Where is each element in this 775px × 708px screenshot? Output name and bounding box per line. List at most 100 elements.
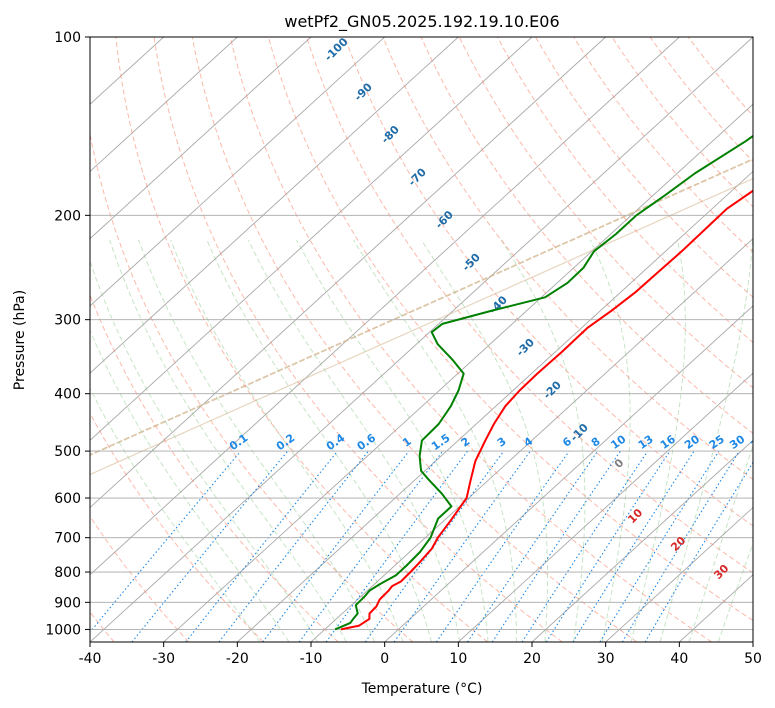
isotherm-line — [90, 37, 312, 240]
x-tick-label: -20 — [226, 651, 249, 667]
moist-adiabat-line — [247, 239, 461, 642]
y-tick-label: 200 — [54, 208, 81, 224]
y-tick-label: 600 — [54, 491, 81, 507]
y-tick-label: 100 — [54, 30, 81, 46]
plot-frame — [89, 36, 754, 643]
y-tick-label: 800 — [54, 565, 81, 581]
dry-adiabat-label: -40 — [487, 293, 510, 316]
dry-adiabat-line — [268, 37, 753, 622]
isotherm-line — [90, 37, 533, 441]
pressure-gridlines — [90, 37, 753, 630]
dry-adiabat-label: -50 — [460, 251, 483, 274]
dry-adiabat-label: 20 — [668, 534, 688, 554]
mixing-ratio-label: 8 — [589, 435, 603, 450]
mixing-ratio-label: 36 — [748, 432, 768, 452]
x-axis-label: Temperature (°C) — [361, 681, 483, 697]
mixing-ratio-line — [262, 450, 410, 642]
mixing-ratio-line — [131, 450, 289, 642]
isotherm-line — [605, 506, 753, 642]
moist-adiabat-line — [688, 444, 753, 642]
dry-adiabat-label: -90 — [352, 80, 375, 103]
x-tick-label: 40 — [670, 651, 688, 667]
y-tick-label: 1000 — [45, 622, 81, 638]
dry-adiabat-label: -10 — [568, 421, 591, 444]
mixing-ratio-label: 30 — [727, 432, 747, 452]
mixing-ratio-label: 0.1 — [227, 431, 250, 453]
dry-adiabat-label: -30 — [514, 336, 537, 359]
curved-reference-lines — [90, 158, 753, 476]
dry-adiabat-line — [535, 37, 753, 298]
y-axis-label: Pressure (hPa) — [12, 290, 28, 390]
x-tick-label: -30 — [152, 651, 175, 667]
x-tick-label: -40 — [79, 651, 102, 667]
dry-adiabat-line — [90, 131, 414, 642]
mixing-ratio-label: 0.4 — [324, 431, 348, 453]
moist-adiabat-line — [90, 328, 290, 642]
y-tick-label: 700 — [54, 531, 81, 547]
mixing-ratio-line — [218, 450, 369, 642]
curved-reference-line — [90, 178, 753, 476]
moist-adiabat-line — [630, 239, 686, 642]
dry-adiabat-label: -100 — [322, 35, 351, 64]
isotherm-line — [90, 37, 753, 642]
mixing-ratio-label: 2 — [459, 435, 473, 450]
dry-adiabat-label: 40 — [755, 590, 775, 610]
x-axis-ticks: -40 -30 -20 -10 0 10 20 30 40 50 — [79, 642, 762, 667]
isotherm-line — [752, 641, 753, 642]
mixing-ratio-label: 25 — [707, 432, 727, 451]
dry-adiabat-line — [306, 37, 753, 574]
moist-adiabat-line — [90, 387, 261, 642]
isotherm-line — [384, 305, 753, 642]
y-tick-label: 500 — [54, 444, 81, 460]
mixing-ratio-line — [467, 450, 599, 642]
x-tick-label: 10 — [449, 651, 467, 667]
mixing-ratio-line — [185, 450, 339, 642]
mixing-ratio-label: 0.2 — [274, 431, 297, 453]
isotherm-line — [237, 170, 753, 642]
y-axis-ticks: 1000 900 800 700 600 500 400 300 200 100 — [45, 30, 90, 638]
mixing-ratio-line — [435, 450, 570, 642]
isotherm-line — [458, 372, 753, 642]
mixing-ratio-lines — [90, 450, 753, 642]
profile-series — [334, 134, 753, 631]
mixing-ratio-line — [393, 450, 531, 642]
curved-reference-line — [90, 158, 753, 457]
chart-title: wetPf2_GN05.2025.192.19.10.E06 — [284, 12, 559, 32]
dry-adiabat-label: -80 — [379, 123, 402, 146]
x-tick-label: 30 — [597, 651, 615, 667]
moist-adiabat-line — [296, 239, 489, 642]
isotherm-line — [90, 37, 238, 173]
mixing-ratio-label: 13 — [636, 433, 656, 452]
moist-adiabat-line — [90, 259, 319, 642]
x-tick-label: 20 — [523, 651, 541, 667]
y-tick-label: 900 — [54, 595, 81, 611]
dry-adiabat-line — [115, 37, 488, 642]
dry-adiabat-line — [420, 37, 753, 435]
profile-line — [340, 189, 753, 631]
profile-line — [334, 134, 753, 631]
x-tick-label: -10 — [300, 651, 323, 667]
dry-adiabat-line — [649, 37, 753, 163]
mixing-ratio-line — [521, 450, 649, 642]
isotherm-gridlines — [90, 37, 753, 642]
mixing-ratio-line — [364, 450, 505, 642]
mixing-ratio-line — [572, 450, 695, 642]
mixing-ratio-label: 1 — [400, 435, 414, 450]
moist-adiabat-line — [170, 239, 404, 642]
dry-adiabat-line — [229, 37, 712, 642]
isotherm-line — [163, 103, 753, 642]
dry-adiabat-line — [382, 37, 753, 481]
dry-adiabat-label: -20 — [541, 378, 564, 401]
dry-adiabat-label: 0 — [612, 456, 627, 471]
x-tick-label: 50 — [744, 651, 762, 667]
mixing-ratio-label: 1.5 — [429, 431, 452, 453]
dry-adiabat-label: -60 — [433, 208, 456, 231]
dry-adiabat-lines — [90, 37, 753, 642]
isotherm-line — [531, 439, 753, 642]
dry-adiabat-line — [344, 37, 753, 527]
isotherm-line — [90, 37, 385, 307]
mixing-ratio-line — [599, 450, 720, 642]
mixing-ratio-labels: 0.1 0.2 0.4 0.6 1 1.5 2 3 4 6 8 10 13 16 20 25 30 36 — [227, 431, 768, 453]
dry-adiabat-line — [153, 37, 563, 642]
y-tick-label: 300 — [54, 313, 81, 329]
